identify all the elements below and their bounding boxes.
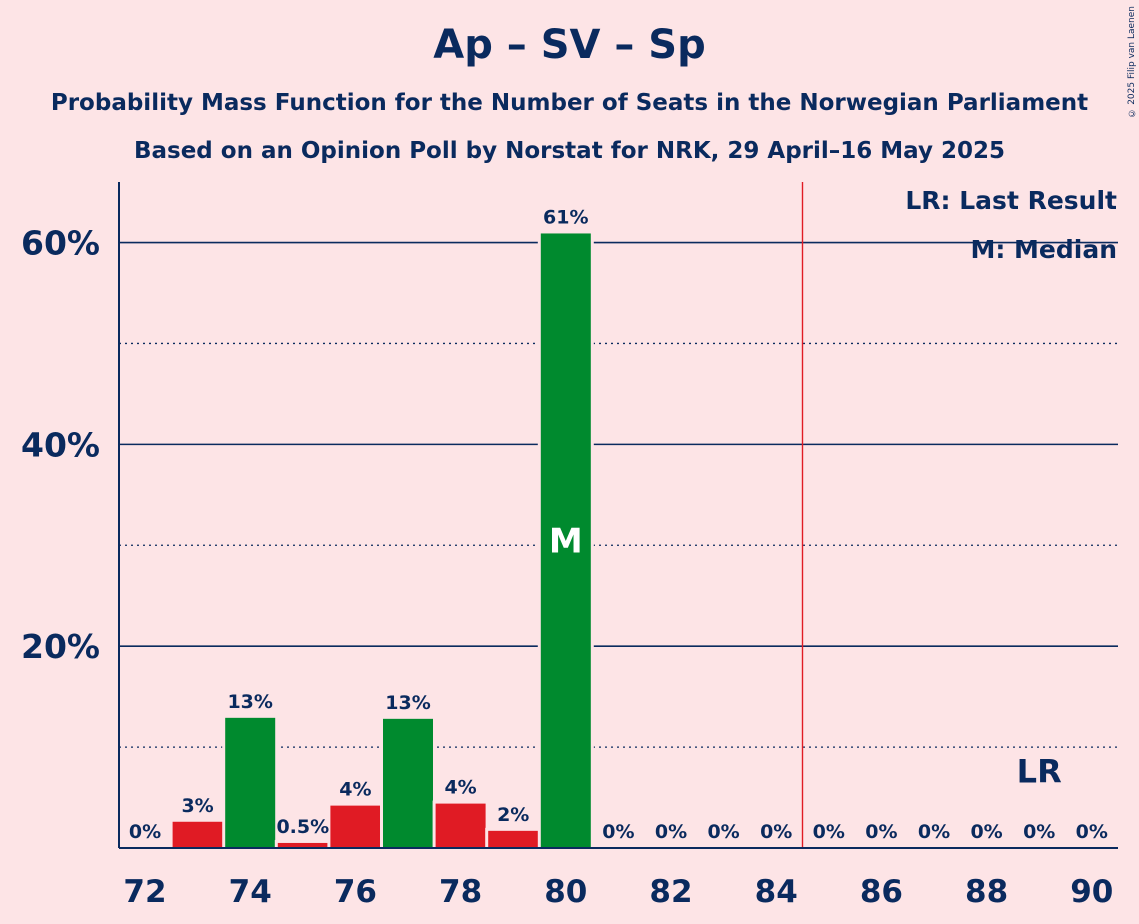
data-label: 3% bbox=[181, 795, 213, 817]
axes bbox=[118, 182, 1118, 849]
data-labels: 0% 3% 13% 0.5% 4% 13% 4% 2% 61% 0% 0% 0% 0% 0% 0% 0% 0% 0… bbox=[129, 206, 1108, 843]
x-tick-label: 78 bbox=[439, 874, 482, 910]
data-label: 13% bbox=[227, 691, 272, 713]
bar bbox=[383, 718, 433, 848]
bar bbox=[225, 717, 276, 848]
data-label: 0% bbox=[918, 821, 950, 843]
data-label: 0% bbox=[760, 821, 792, 843]
x-tick-label: 88 bbox=[965, 874, 1008, 910]
bar bbox=[277, 842, 328, 848]
data-label: 0% bbox=[813, 821, 845, 843]
tick-labels: 20% 40% 60% 72 74 76 78 80 82 84 86 88 90 bbox=[21, 224, 1113, 910]
legend-last-result: LR: Last Result bbox=[905, 186, 1117, 215]
y-tick-label: 20% bbox=[21, 627, 100, 666]
x-tick-label: 72 bbox=[123, 874, 166, 910]
bar bbox=[330, 805, 381, 848]
data-label: 4% bbox=[444, 777, 476, 799]
data-label: 4% bbox=[339, 779, 371, 801]
legend-median: M: Median bbox=[970, 235, 1117, 264]
last-result-marker: LR bbox=[1017, 752, 1062, 790]
bar bbox=[488, 830, 539, 848]
bar bbox=[540, 233, 591, 849]
x-tick-label: 76 bbox=[334, 874, 377, 910]
x-tick-label: 74 bbox=[229, 874, 272, 910]
legend: LR: Last Result M: Median bbox=[905, 186, 1117, 264]
bars bbox=[169, 230, 594, 849]
chart-title: Ap – SV – Sp bbox=[433, 22, 706, 68]
gridlines bbox=[119, 182, 1118, 848]
data-label: 0% bbox=[655, 821, 687, 843]
data-label: 0% bbox=[970, 821, 1002, 843]
data-label: 0% bbox=[602, 821, 634, 843]
data-label: 0% bbox=[129, 821, 161, 843]
x-tick-label: 82 bbox=[649, 874, 692, 910]
median-marker: M bbox=[549, 522, 583, 562]
data-label: 0% bbox=[707, 821, 739, 843]
x-tick-label: 84 bbox=[755, 874, 798, 910]
data-label: 61% bbox=[543, 206, 588, 228]
chart-subtitle-2: Based on an Opinion Poll by Norstat for … bbox=[133, 138, 1006, 164]
data-label: 0% bbox=[865, 821, 897, 843]
x-tick-label: 86 bbox=[860, 874, 903, 910]
bar bbox=[435, 803, 486, 848]
data-label: 13% bbox=[385, 692, 430, 714]
data-label: 0.5% bbox=[276, 816, 329, 838]
data-label: 2% bbox=[497, 804, 529, 826]
data-label: 0% bbox=[1023, 821, 1055, 843]
y-tick-label: 60% bbox=[21, 224, 100, 263]
bar bbox=[172, 821, 223, 848]
x-tick-label: 80 bbox=[544, 874, 587, 910]
chart-subtitle-1: Probability Mass Function for the Number… bbox=[50, 90, 1089, 116]
y-tick-label: 40% bbox=[21, 425, 100, 464]
x-tick-label: 90 bbox=[1070, 874, 1113, 910]
data-label: 0% bbox=[1076, 821, 1108, 843]
